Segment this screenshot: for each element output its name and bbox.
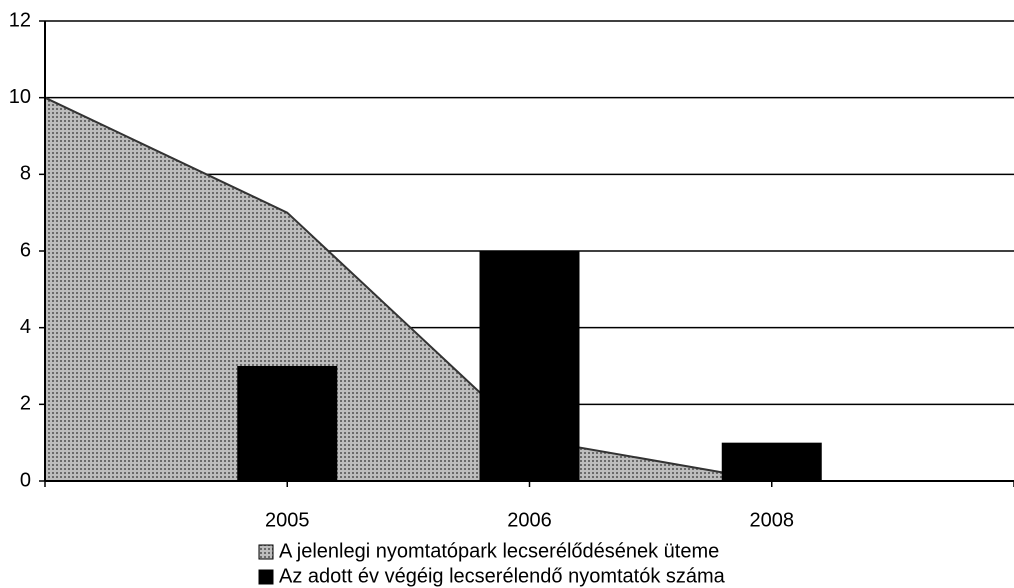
legend-label: A jelenlegi nyomtatópark lecserélődéséne… <box>279 540 719 562</box>
y-tick-label: 0 <box>20 469 31 491</box>
x-tick-label: 2006 <box>507 509 552 531</box>
y-tick-label: 8 <box>20 163 31 185</box>
area <box>44 96 772 482</box>
area-outline <box>44 96 772 482</box>
y-tick-label: 12 <box>9 9 31 31</box>
bar <box>721 442 822 481</box>
legend-label: Az adott év végéig lecserélendő nyomtató… <box>279 565 726 587</box>
bar <box>479 251 580 481</box>
y-tick-label: 10 <box>9 86 31 108</box>
legend-swatch <box>258 569 274 585</box>
y-tick-label: 4 <box>20 316 31 338</box>
x-tick-label: 2008 <box>750 509 795 531</box>
legend-swatch <box>258 544 274 560</box>
y-tick-label: 2 <box>20 393 31 415</box>
y-tick-label: 6 <box>20 239 31 261</box>
bar <box>237 366 338 481</box>
x-tick-label: 2005 <box>265 509 310 531</box>
